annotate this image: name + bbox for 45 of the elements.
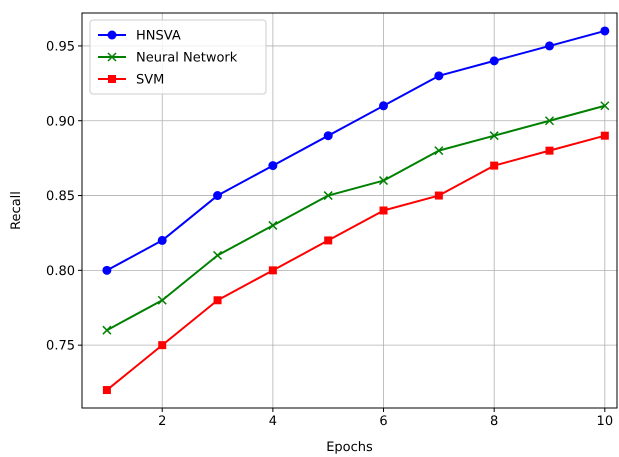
x-tick-label: 4 bbox=[268, 414, 278, 429]
point bbox=[545, 41, 554, 50]
point bbox=[102, 325, 112, 335]
y-tick-label: 0.85 bbox=[46, 189, 75, 204]
point bbox=[268, 220, 278, 230]
legend-label: SVM bbox=[136, 72, 164, 88]
point bbox=[544, 116, 554, 126]
point bbox=[158, 236, 167, 245]
legend-label: HNSVA bbox=[136, 28, 181, 44]
point bbox=[324, 236, 332, 244]
point bbox=[490, 162, 498, 170]
point bbox=[600, 101, 610, 111]
y-tick-label: 0.75 bbox=[46, 338, 75, 354]
point bbox=[102, 266, 112, 275]
point bbox=[158, 341, 166, 350]
point bbox=[102, 386, 111, 394]
point bbox=[214, 296, 222, 304]
point bbox=[268, 161, 278, 170]
point bbox=[600, 26, 610, 36]
x-axis-title: Epochs bbox=[326, 440, 374, 455]
point bbox=[212, 250, 222, 260]
point bbox=[268, 266, 277, 274]
y-tick-label: 0.80 bbox=[46, 264, 75, 279]
point bbox=[324, 131, 333, 140]
x-tick-label: 8 bbox=[490, 414, 498, 429]
point bbox=[380, 206, 388, 214]
point bbox=[434, 71, 444, 80]
point bbox=[489, 130, 499, 140]
point bbox=[213, 191, 222, 200]
point bbox=[323, 190, 333, 200]
point bbox=[379, 101, 388, 110]
point bbox=[600, 132, 609, 140]
y-tick-label: 0.95 bbox=[46, 39, 75, 54]
y-axis-title: Recall bbox=[9, 191, 24, 230]
point bbox=[490, 56, 499, 66]
x-tick-label: 10 bbox=[596, 414, 614, 429]
x-tick-label: 2 bbox=[158, 414, 166, 429]
point bbox=[546, 146, 554, 155]
point bbox=[378, 176, 388, 186]
y-tick-label: 0.90 bbox=[46, 114, 75, 130]
point bbox=[157, 296, 167, 306]
point bbox=[434, 146, 444, 156]
legend-label: Neural Network bbox=[136, 50, 238, 66]
point bbox=[434, 192, 443, 200]
x-tick-label: 6 bbox=[379, 414, 388, 429]
